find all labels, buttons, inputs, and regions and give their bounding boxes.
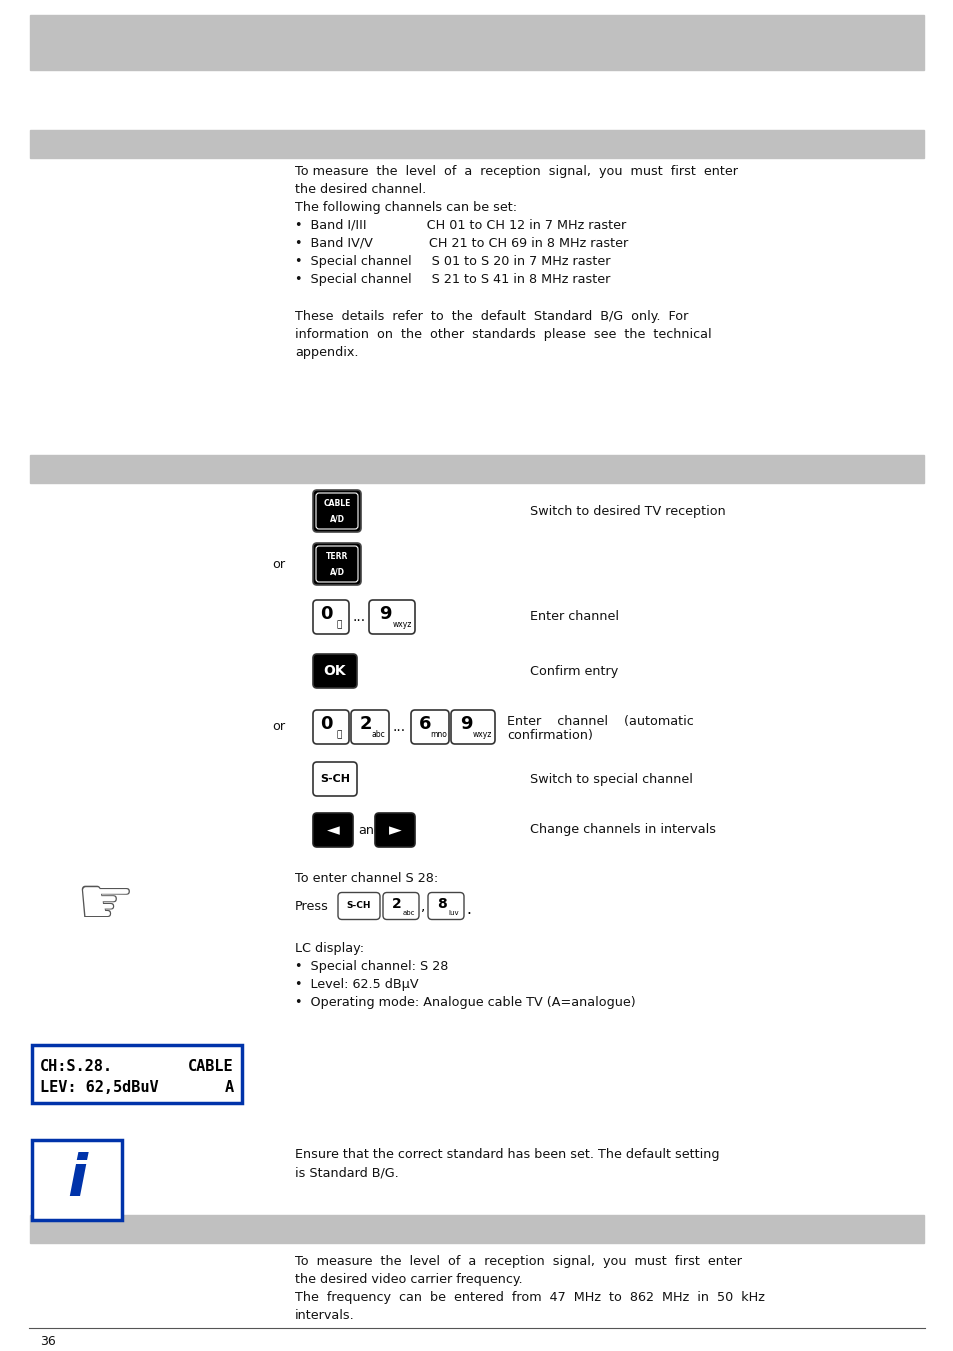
Text: The  frequency  can  be  entered  from  47  MHz  to  862  MHz  in  50  kHz: The frequency can be entered from 47 MHz… [294, 1292, 764, 1304]
Text: Confirm entry: Confirm entry [530, 665, 618, 677]
Bar [30, 1215, 923, 1243]
Text: Enter    channel    (automatic: Enter channel (automatic [506, 716, 693, 728]
Text: 2: 2 [359, 715, 372, 734]
Text: Enter channel: Enter channel [530, 611, 618, 624]
Text: A/D: A/D [329, 567, 344, 576]
Text: luv: luv [448, 911, 458, 916]
FancyBboxPatch shape [382, 893, 418, 920]
Text: ☞: ☞ [75, 871, 134, 938]
Text: abc: abc [402, 911, 415, 916]
Text: •  Operating mode: Analogue cable TV (A=analogue): • Operating mode: Analogue cable TV (A=a… [294, 996, 635, 1009]
Text: Ensure that the correct standard has been set. The default setting: Ensure that the correct standard has bee… [294, 1148, 719, 1161]
Text: or: or [272, 720, 285, 732]
Text: 9: 9 [459, 715, 472, 734]
Text: abc: abc [371, 730, 385, 739]
Text: CABLE: CABLE [323, 500, 351, 508]
Text: ...: ... [353, 611, 366, 624]
Text: 6: 6 [418, 715, 432, 734]
Text: CH:S.28.: CH:S.28. [40, 1059, 112, 1074]
Text: The following channels can be set:: The following channels can be set: [294, 201, 517, 213]
FancyBboxPatch shape [313, 543, 360, 585]
Text: CABLE: CABLE [188, 1059, 233, 1074]
Text: •  Band I/III               CH 01 to CH 12 in 7 MHz raster: • Band I/III CH 01 to CH 12 in 7 MHz ras… [294, 219, 625, 232]
Text: Press: Press [294, 900, 329, 912]
Text: .: . [465, 901, 471, 916]
FancyBboxPatch shape [369, 600, 415, 634]
FancyBboxPatch shape [451, 711, 495, 744]
FancyBboxPatch shape [313, 762, 356, 796]
Text: To enter channel S 28:: To enter channel S 28: [294, 871, 437, 885]
Text: confirmation): confirmation) [506, 730, 592, 742]
FancyBboxPatch shape [351, 711, 389, 744]
Text: A: A [225, 1079, 233, 1096]
Text: wxyz: wxyz [473, 730, 492, 739]
Text: S-CH: S-CH [346, 901, 371, 911]
Text: the desired video carrier frequency.: the desired video carrier frequency. [294, 1273, 522, 1286]
Text: Change channels in intervals: Change channels in intervals [530, 824, 716, 836]
Text: 36: 36 [40, 1335, 55, 1348]
Text: TERR: TERR [326, 553, 348, 562]
FancyBboxPatch shape [313, 813, 353, 847]
FancyBboxPatch shape [32, 1140, 122, 1220]
Text: •  Special channel     S 21 to S 41 in 8 MHz raster: • Special channel S 21 to S 41 in 8 MHz … [294, 273, 610, 286]
Text: 9: 9 [378, 605, 391, 623]
Text: Switch to desired TV reception: Switch to desired TV reception [530, 504, 725, 517]
Text: mno: mno [430, 730, 446, 739]
Text: •  Band IV/V              CH 21 to CH 69 in 8 MHz raster: • Band IV/V CH 21 to CH 69 in 8 MHz rast… [294, 236, 628, 250]
Text: is Standard B/G.: is Standard B/G. [294, 1166, 398, 1179]
Text: ►: ► [388, 821, 401, 839]
Text: wxyz: wxyz [392, 620, 412, 630]
FancyBboxPatch shape [313, 490, 360, 532]
Text: 2: 2 [392, 897, 401, 911]
Text: These  details  refer  to  the  default  Standard  B/G  only.  For: These details refer to the default Stand… [294, 309, 688, 323]
Text: 0: 0 [320, 605, 333, 623]
FancyBboxPatch shape [32, 1046, 242, 1102]
Text: i: i [67, 1151, 87, 1209]
Text: intervals.: intervals. [294, 1309, 355, 1323]
Text: the desired channel.: the desired channel. [294, 182, 426, 196]
Bar [30, 455, 923, 484]
Text: LEV: 62,5dBuV: LEV: 62,5dBuV [40, 1079, 158, 1096]
Text: Switch to special channel: Switch to special channel [530, 773, 692, 785]
Bar [30, 15, 923, 70]
Text: 0: 0 [320, 715, 333, 734]
FancyBboxPatch shape [313, 654, 356, 688]
Text: 8: 8 [436, 897, 446, 911]
Text: S-CH: S-CH [319, 774, 350, 784]
Text: ⎵: ⎵ [335, 730, 341, 739]
FancyBboxPatch shape [313, 600, 349, 634]
Bar [30, 130, 923, 158]
FancyBboxPatch shape [428, 893, 463, 920]
Text: appendix.: appendix. [294, 346, 358, 359]
Text: To  measure  the  level  of  a  reception  signal,  you  must  first  enter: To measure the level of a reception sign… [294, 1255, 741, 1269]
FancyBboxPatch shape [411, 711, 449, 744]
Text: To measure  the  level  of  a  reception  signal,  you  must  first  enter: To measure the level of a reception sign… [294, 165, 738, 178]
FancyBboxPatch shape [375, 813, 415, 847]
Text: A/D: A/D [329, 515, 344, 523]
Text: ...: ... [393, 720, 406, 734]
Text: ◄: ◄ [326, 821, 339, 839]
FancyBboxPatch shape [337, 893, 379, 920]
Text: information  on  the  other  standards  please  see  the  technical: information on the other standards pleas… [294, 328, 711, 340]
Text: LC display:: LC display: [294, 942, 364, 955]
Text: and: and [357, 824, 382, 836]
Text: ,: , [420, 898, 425, 913]
Text: •  Special channel     S 01 to S 20 in 7 MHz raster: • Special channel S 01 to S 20 in 7 MHz … [294, 255, 610, 267]
Text: OK: OK [323, 663, 346, 678]
FancyBboxPatch shape [313, 711, 349, 744]
Text: or: or [272, 558, 285, 570]
Text: •  Level: 62.5 dBμV: • Level: 62.5 dBμV [294, 978, 418, 992]
Text: ⎵: ⎵ [335, 620, 341, 630]
Text: •  Special channel: S 28: • Special channel: S 28 [294, 961, 448, 973]
